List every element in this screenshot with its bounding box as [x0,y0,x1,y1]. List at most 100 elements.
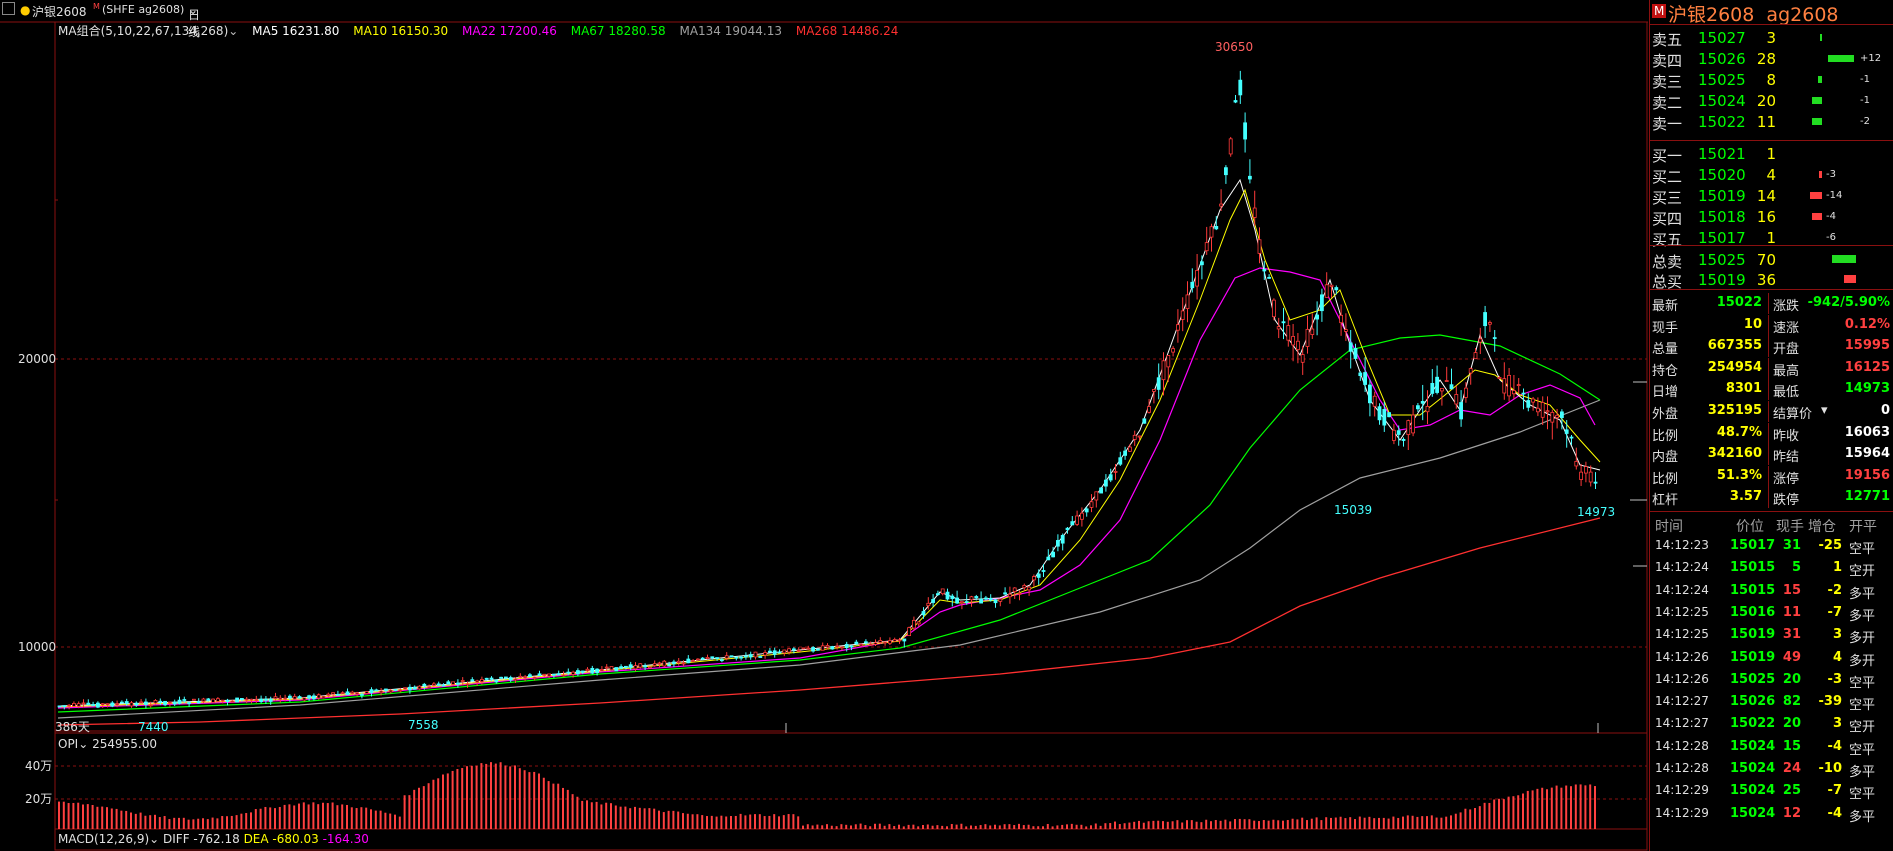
opi-bar [845,824,848,829]
opi-bar [782,815,785,829]
opi-bar [662,812,665,829]
candle-body [1113,470,1118,473]
opi-bar [1138,820,1140,829]
candle-body [148,704,153,707]
bid-change: -6 [1826,232,1836,243]
opi-bar [1464,808,1467,829]
ask-level[interactable]: 卖五 15027 3 [1650,27,1893,49]
tick-time: 14:12:24 [1655,582,1709,597]
candle-body [124,701,129,704]
opi-bar [893,826,896,829]
window-toggle-icon[interactable] [2,2,15,15]
opi-bar [1214,820,1217,829]
candle-body [1262,269,1267,272]
candle-body [1065,527,1070,531]
candle-body [1550,412,1555,423]
bid-level[interactable]: 买五 15017 1 -6 [1650,227,1893,249]
candle-body [1430,382,1435,394]
tick-time: 14:12:29 [1655,805,1709,820]
candle-body [1012,587,1017,592]
bid-change-bar [1812,213,1822,220]
opi-bar [1397,817,1400,829]
period-selector[interactable]: 日线 ⌄ [188,3,201,39]
opi-bar [1157,820,1160,829]
kline-chart[interactable]: 20000 10000 30650 15039 14973 7440 7558 … [0,0,1648,851]
opi-bar [1046,823,1049,829]
ask-level[interactable]: 卖四 15026 28 +12 [1650,48,1893,70]
candle-body [619,666,623,669]
candle-body [1152,389,1156,392]
opi-bar [773,814,776,829]
opi-bar [509,766,512,829]
opi-bar [600,804,603,829]
macd-label[interactable]: MACD(12,26,9)⌄ DIFF -762.18 DEA -680.03 … [58,832,369,846]
candle-body [302,697,307,701]
tick-price: 15017 [1730,538,1776,553]
opi-bar [173,817,176,829]
tick-row: 14:12:29 15024 12 -4 多平 [1650,803,1893,825]
opi-bar [902,826,905,829]
settle-dropdown-icon[interactable]: ▾ [1821,403,1828,418]
tick-volume: 25 [1782,783,1801,799]
candle-body [691,660,695,662]
candle-body [1123,450,1127,456]
stat-label: 最高 [1773,363,1800,379]
opi-bar [379,810,382,829]
opi-bar [288,804,291,829]
annotation-low-mid: 15039 [1334,503,1372,517]
opi-bar [326,803,329,829]
opi-bar [878,823,881,829]
candle-body [1228,138,1233,155]
ma-legend-group-chevron[interactable]: ⌄ [228,24,239,38]
ma-legend-group[interactable]: MA组合(5,10,22,67,134,268) [58,24,229,38]
candle-body [758,656,763,658]
opi-label[interactable]: OPI⌄ 254955.00 [58,737,157,751]
opi-bar [610,803,612,829]
candle-body [1219,203,1223,207]
candle-body [1051,551,1055,558]
candle-body [873,642,878,645]
candle-body [1473,352,1478,360]
candle-body [969,596,974,601]
candle-body [1243,122,1247,140]
candle-body [936,593,940,596]
ask-level[interactable]: 卖二 15024 20 -1 [1650,90,1893,112]
bid-level[interactable]: 买四 15018 16 -4 [1650,206,1893,228]
candle-body [1156,377,1161,390]
candle-body [350,691,355,694]
stat-label: 日增 [1652,385,1679,401]
opi-bar [552,783,555,829]
candle-body [883,641,887,644]
candle-body [1070,521,1075,526]
opi-bar [365,807,368,829]
tick-row: 14:12:26 15025 20 -3 空平 [1650,669,1893,691]
candle-body [67,704,71,707]
symbol-name[interactable]: 沪银2608 [32,5,87,19]
opi-bar [1411,815,1414,829]
ask-level[interactable]: 卖一 15022 11 -2 [1650,111,1893,133]
candle-body [1444,380,1449,382]
bid-level[interactable]: 买一 15021 1 [1650,143,1893,165]
ask-level[interactable]: 卖三 15025 8 -1 [1650,69,1893,91]
opi-bar [115,808,118,829]
bid-level[interactable]: 买三 15019 14 -14 [1650,185,1893,207]
bid-level[interactable]: 买二 15020 4 -3 [1650,164,1893,186]
tick-row: 14:12:28 15024 24 -10 多平 [1650,758,1893,780]
total-label: 总买 [1652,273,1683,291]
candle-body [86,702,91,706]
tick-row: 14:12:24 15015 15 -2 多平 [1650,580,1893,602]
candle-body [1396,430,1401,435]
tick-open-interest-change: -2 [1827,582,1842,598]
ma10-line [57,188,1601,708]
opi-bar [749,814,752,829]
total-price: 15025 [1698,251,1746,269]
stat-label: 昨收 [1773,428,1800,444]
opi-bar [859,823,862,829]
opi-bar [1483,802,1486,829]
candle-body [518,675,523,678]
candle-body [542,673,547,676]
stat-label: 昨结 [1773,450,1800,466]
opi-bar [1382,817,1385,829]
stat-value: 0 [1880,403,1890,418]
tick-price: 15025 [1730,671,1776,687]
